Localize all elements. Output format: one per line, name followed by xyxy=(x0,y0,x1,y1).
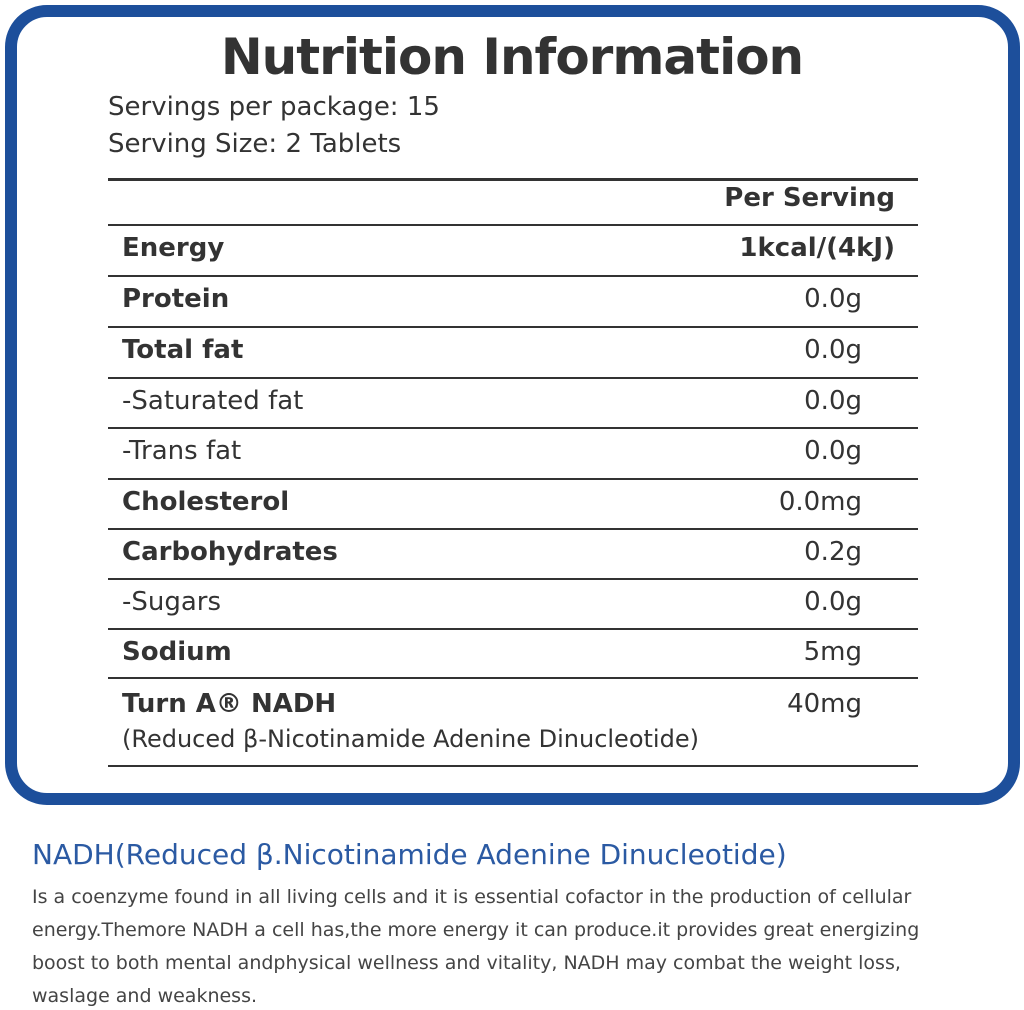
row-value: 0.2g xyxy=(804,537,862,567)
footer-text: waslage and weakness. xyxy=(32,985,258,1007)
column-header: Per Serving xyxy=(724,183,895,213)
servings: Servings per package: 15 xyxy=(108,92,440,122)
footer-text: energy.Themore NADH a cell has,the more … xyxy=(32,919,920,941)
row-value: 0.0g xyxy=(804,587,862,617)
rule xyxy=(108,765,918,767)
row-value: 5mg xyxy=(803,637,862,667)
row-value: 0.0g xyxy=(804,284,862,314)
rule xyxy=(108,628,918,630)
label-border xyxy=(5,5,1020,805)
row-label: Cholesterol xyxy=(122,487,290,517)
rule xyxy=(108,677,918,679)
footer-text: boost to both mental andphysical wellnes… xyxy=(32,952,901,974)
rule xyxy=(108,377,918,379)
row-value: 0.0g xyxy=(804,386,862,416)
rule xyxy=(108,427,918,429)
row-label: Turn A® NADH xyxy=(122,689,337,719)
rule xyxy=(108,178,918,181)
row-value: 0.0g xyxy=(804,436,862,466)
row-label: Carbohydrates xyxy=(122,537,338,567)
rule xyxy=(108,326,918,328)
row-value: 0.0g xyxy=(804,335,862,365)
footer-text: Is a coenzyme found in all living cells … xyxy=(32,886,912,908)
row-value: 1kcal/(4kJ) xyxy=(739,233,895,263)
row-label: -Saturated fat xyxy=(122,386,304,416)
row-note: (Reduced β-Nicotinamide Adenine Dinucleo… xyxy=(122,725,699,753)
rule xyxy=(108,528,918,530)
row-label: Total fat xyxy=(122,335,244,365)
rule xyxy=(108,275,918,277)
serving-size: Serving Size: 2 Tablets xyxy=(108,129,402,159)
row-label: Protein xyxy=(122,284,230,314)
row-value: 40mg xyxy=(787,689,862,719)
row-label: -Sugars xyxy=(122,587,222,617)
footer-heading: NADH(Reduced β.Nicotinamide Adenine Dinu… xyxy=(32,838,787,871)
rule xyxy=(108,578,918,580)
row-label: Sodium xyxy=(122,637,232,667)
rule xyxy=(108,478,918,480)
rule xyxy=(108,224,918,226)
row-label: -Trans fat xyxy=(122,436,242,466)
title: Nutrition Information xyxy=(220,28,804,86)
row-value: 0.0mg xyxy=(778,487,862,517)
row-label: Energy xyxy=(122,233,225,263)
